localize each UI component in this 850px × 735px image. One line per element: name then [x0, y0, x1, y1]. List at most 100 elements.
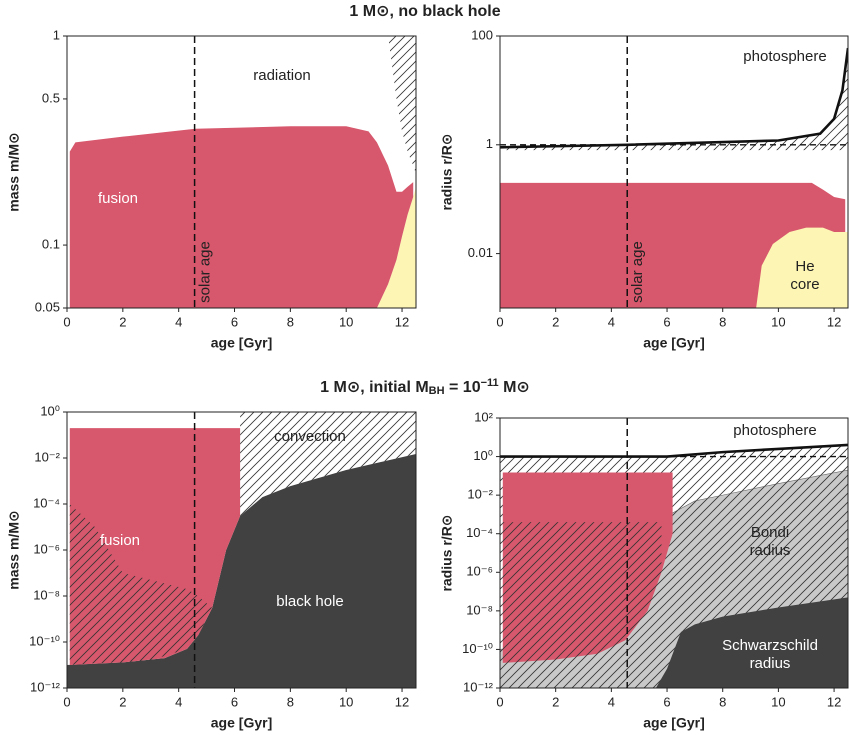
x-tick-label: 4: [608, 314, 615, 329]
x-tick-label: 12: [827, 314, 841, 329]
plot-area: [69, 36, 416, 308]
y-tick-label: 10⁻⁴: [466, 525, 493, 540]
y-tick-label: 10⁻⁴: [33, 495, 60, 510]
line: [500, 443, 848, 458]
hatch-region: [240, 412, 416, 517]
region: [67, 453, 416, 688]
solar-age-label: solar age: [629, 241, 646, 303]
y-axis-label: mass m/M⊙: [6, 510, 22, 589]
x-axis-label: age [Gyr]: [211, 715, 272, 731]
y-tick-label: 0.1: [42, 237, 60, 252]
y-tick-label: 0.5: [42, 90, 60, 105]
plot-area: [500, 47, 848, 308]
title-part: M⊙: [499, 379, 530, 396]
y-tick-label: 1: [486, 136, 493, 151]
region: [69, 126, 414, 308]
y-tick-label: 10⁰: [40, 403, 60, 418]
x-tick-label: 4: [608, 694, 615, 709]
region: [376, 186, 416, 308]
panel: 0 2 4 6 8 10 12 10² 10⁰ 10⁻² 10⁻⁴ 10⁻⁶ 10⁻⁸ 10⁻¹⁰ 10⁻¹…: [439, 409, 849, 731]
title-part: BH: [429, 385, 445, 397]
y-tick-label: 10⁻⁸: [33, 587, 60, 602]
x-tick-label: 2: [119, 694, 126, 709]
region: [500, 182, 846, 308]
x-tick-label: 4: [175, 694, 182, 709]
y-tick-label: 10⁻¹⁰: [462, 641, 493, 656]
x-tick-label: 8: [719, 694, 726, 709]
title-part: 1 M⊙, no black hole: [349, 3, 500, 20]
region-label: He core: [790, 258, 820, 293]
region-label: fusion: [99, 532, 141, 549]
x-tick-label: 10: [771, 694, 785, 709]
x-tick-label: 4: [175, 314, 182, 329]
x-tick-label: 0: [496, 314, 503, 329]
plot-area: [67, 412, 416, 688]
y-tick-label: 10⁻²: [34, 449, 60, 464]
region: [655, 597, 848, 688]
line-label: photosphere: [733, 422, 817, 439]
x-tick-label: 6: [231, 314, 238, 329]
y-axis-label: radius r/R⊙: [439, 514, 455, 591]
hatch-region: [388, 36, 416, 174]
plot-area: [500, 443, 848, 688]
frame: [66, 35, 417, 309]
x-tick-label: 0: [63, 694, 70, 709]
y-tick-label: 1: [53, 27, 60, 42]
x-axis-label: age [Gyr]: [643, 335, 704, 351]
x-tick-label: 10: [339, 314, 353, 329]
y-tick-label: 10⁻⁸: [466, 602, 493, 617]
hatch-region: [69, 504, 213, 665]
x-tick-label: 10: [339, 694, 353, 709]
line: [500, 47, 848, 149]
x-tick-label: 0: [63, 314, 70, 329]
x-tick-label: 2: [119, 314, 126, 329]
x-tick-label: 8: [287, 694, 294, 709]
row-title: 1 M⊙, initial MBH = 10−11 M⊙: [320, 377, 530, 397]
x-tick-label: 6: [231, 694, 238, 709]
region-label: Bondi radius: [749, 524, 791, 559]
solar-age-label: solar age: [197, 241, 214, 303]
y-tick-label: 100: [471, 27, 493, 42]
y-tick-label: 10⁰: [473, 448, 493, 463]
y-axis-label: mass m/M⊙: [6, 132, 22, 211]
x-tick-label: 6: [663, 694, 670, 709]
y-tick-label: 10⁻¹²: [463, 679, 494, 694]
panel: solar age 0 2 4 6 8 10 12 0.01 1 100 age [Gyr] radiu…: [439, 27, 849, 351]
x-tick-label: 2: [552, 314, 559, 329]
frame: [499, 35, 849, 309]
y-axis-label: radius r/R⊙: [439, 133, 455, 210]
title-part: = 10: [445, 379, 481, 396]
panel: 0 2 4 6 8 10 12 10⁰ 10⁻² 10⁻⁴ 10⁻⁶ 10⁻⁸ 10⁻¹⁰ 10⁻¹² ag…: [6, 377, 530, 731]
x-tick-label: 8: [287, 314, 294, 329]
y-tick-label: 10⁻²: [467, 487, 493, 502]
title-part: 1 M⊙, initial M: [320, 379, 429, 396]
region-label: convection: [274, 428, 346, 445]
y-tick-label: 0.01: [468, 245, 493, 260]
x-tick-label: 10: [771, 314, 785, 329]
x-tick-label: 2: [552, 694, 559, 709]
y-tick-label: 10⁻¹⁰: [29, 633, 60, 648]
x-tick-label: 12: [395, 694, 409, 709]
y-tick-label: 10⁻⁶: [33, 541, 60, 556]
x-tick-label: 6: [663, 314, 670, 329]
y-tick-label: 0.05: [35, 299, 60, 314]
region-label: Schwarzschild radius: [722, 637, 818, 672]
hatch-region: [500, 48, 848, 151]
x-axis-label: age [Gyr]: [643, 715, 704, 731]
title-part: −11: [481, 377, 499, 389]
region-label: black hole: [276, 593, 344, 610]
region-label: fusion: [97, 190, 139, 207]
y-tick-label: 10²: [474, 409, 493, 424]
frame: [499, 417, 849, 689]
line-label: photosphere: [743, 48, 827, 65]
x-tick-label: 8: [719, 314, 726, 329]
x-tick-label: 12: [395, 314, 409, 329]
x-axis-label: age [Gyr]: [211, 335, 272, 351]
x-tick-label: 0: [496, 694, 503, 709]
row-title: 1 M⊙, no black hole: [349, 3, 500, 20]
region: [756, 227, 848, 308]
hatch-region: [502, 522, 662, 663]
